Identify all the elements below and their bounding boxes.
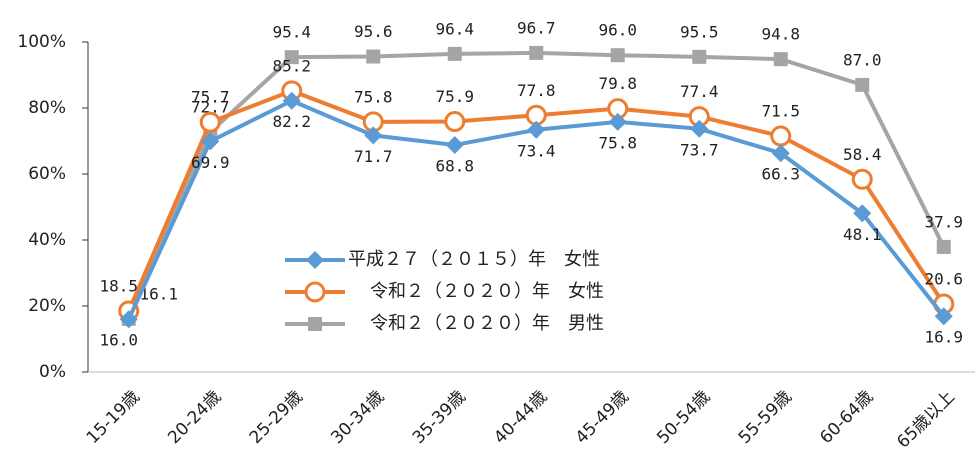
data-label: 77.8: [517, 81, 556, 100]
y-tick-label: 60%: [28, 164, 66, 184]
data-label: 75.7: [191, 88, 230, 107]
y-tick-label: 20%: [28, 296, 66, 316]
point-marker: [445, 135, 464, 154]
y-tick-label: 100%: [17, 32, 66, 52]
data-label: 95.4: [272, 23, 311, 42]
point-marker: [199, 111, 221, 133]
data-label: 95.5: [680, 22, 719, 41]
data-label: 75.8: [598, 133, 637, 152]
legend-marker: [306, 251, 324, 269]
x-tick-label: 65歳以上: [893, 387, 959, 453]
data-label: 71.7: [354, 147, 393, 166]
point-marker: [201, 132, 220, 151]
point-marker: [529, 45, 544, 60]
point-marker: [447, 46, 462, 61]
point-marker: [608, 112, 627, 131]
legend-label: 平成２７（２０１５）年 女性: [348, 249, 600, 270]
point-marker: [855, 77, 870, 92]
point-marker: [853, 204, 872, 223]
x-tick-label: 40-44歳: [490, 387, 551, 448]
x-tick-label: 20-24歳: [164, 387, 225, 448]
legend-marker: [304, 281, 326, 303]
data-label: 94.8: [761, 25, 800, 44]
legend-marker: [308, 317, 322, 331]
x-tick-label: 50-54歳: [653, 387, 714, 448]
data-label: 16.0: [99, 331, 138, 350]
x-tick-label: 15-19歳: [83, 387, 144, 448]
data-label: 37.9: [924, 212, 963, 231]
data-label: 68.8: [435, 156, 474, 175]
data-label: 73.7: [680, 140, 719, 159]
data-label: 96.7: [517, 18, 556, 37]
point-marker: [119, 310, 138, 329]
point-marker: [366, 49, 381, 64]
x-tick-label: 60-64歳: [816, 387, 877, 448]
point-marker: [610, 48, 625, 63]
point-marker: [444, 111, 466, 133]
legend-label: 令和２（２０２０）年 男性: [370, 313, 604, 334]
data-label: 71.5: [761, 102, 800, 121]
y-tick-label: 40%: [28, 230, 66, 250]
data-label: 85.2: [272, 56, 311, 75]
point-marker: [851, 168, 873, 190]
point-marker: [284, 50, 299, 65]
x-tick-label: 30-34歳: [327, 387, 388, 448]
data-label: 58.4: [843, 145, 882, 164]
x-tick-label: 45-49歳: [572, 387, 633, 448]
x-tick-label: 35-39歳: [409, 387, 470, 448]
point-marker: [770, 125, 792, 147]
data-label: 75.9: [435, 87, 474, 106]
data-label: 69.9: [191, 153, 230, 172]
data-label: 77.4: [680, 82, 719, 101]
data-label: 66.3: [761, 165, 800, 184]
legend-label: 令和２（２０２０）年 女性: [370, 281, 604, 302]
data-label: 96.0: [598, 21, 637, 40]
data-label: 72.7: [191, 98, 230, 117]
point-marker: [527, 120, 546, 139]
data-label: 95.6: [354, 22, 393, 41]
point-marker: [771, 144, 790, 163]
data-label: 87.0: [843, 50, 882, 69]
data-label: 16.9: [924, 328, 963, 347]
data-label: 96.4: [435, 19, 474, 38]
data-label: 82.2: [272, 112, 311, 131]
point-marker: [692, 49, 707, 64]
point-marker: [690, 119, 709, 138]
data-label: 75.8: [354, 87, 393, 106]
y-tick-label: 0%: [39, 362, 66, 382]
point-marker: [773, 52, 788, 67]
data-label: 16.1: [139, 284, 178, 303]
data-label: 20.6: [924, 270, 963, 289]
data-label: 18.5: [99, 276, 138, 295]
data-label: 48.1: [843, 225, 882, 244]
x-tick-label: 25-29歳: [246, 387, 307, 448]
y-tick-label: 80%: [28, 98, 66, 118]
x-tick-label: 55-59歳: [735, 387, 796, 448]
data-label: 79.8: [598, 74, 637, 93]
data-label: 73.4: [517, 141, 556, 160]
point-marker: [364, 126, 383, 145]
point-marker: [282, 91, 301, 110]
point-marker: [934, 307, 953, 326]
point-marker: [936, 239, 951, 254]
